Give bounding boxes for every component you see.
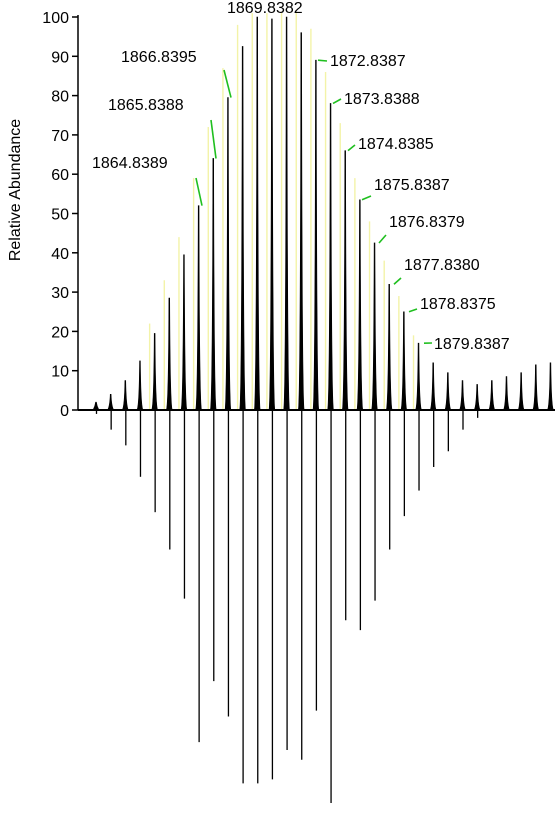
mirror-peaks [95,410,479,803]
peak-label-20: 1877.8380 [404,257,480,274]
observed-peak-5 [165,297,173,411]
peak-label-13: 1869.8382 [227,0,303,17]
y-tick-label-30: 30 [51,285,69,302]
observed-peak-8 [209,158,217,411]
peak-label-leaders [195,59,433,344]
peak-leader-17 [347,144,356,152]
peak-leader-19 [378,234,387,244]
observed-peak-12 [268,18,276,411]
y-tick-label-90: 90 [51,49,69,66]
observed-peak-6 [180,254,188,411]
observed-peak-7 [195,205,203,411]
peak-label-18: 1875.8387 [374,177,450,194]
observed-peak-14 [297,32,305,411]
observed-peak-19 [371,242,379,411]
observed-peak-30 [532,364,540,411]
observed-peak-27 [488,380,496,411]
observed-peak-20 [385,283,393,411]
y-axis-title: Relative Abundance [7,119,24,261]
peak-label-19: 1876.8379 [389,214,465,231]
peak-leader-15 [317,59,328,62]
observed-peak-15 [312,59,320,411]
observed-peak-31 [546,362,554,411]
observed-peak-28 [502,376,510,411]
observed-peak-10 [239,46,247,411]
observed-peak-24 [444,372,452,411]
theoretical-peaks [148,13,415,410]
y-tick-label-0: 0 [60,403,69,420]
observed-peak-23 [429,362,437,411]
observed-peak-17 [341,150,349,411]
y-tick-label-10: 10 [51,364,69,381]
observed-peak-26 [473,384,481,411]
peak-labels: 1864.8389 1865.8388 1866.8395 1869.8382 1872… [92,0,510,353]
peak-label-17: 1874.8385 [358,136,434,153]
y-axis: 0 10 20 30 40 50 60 70 80 90 100 [42,10,555,420]
peak-label-8: 1865.8388 [108,97,184,114]
observed-peaks [92,16,554,411]
observed-peak-2 [121,380,129,411]
peak-label-22: 1879.8387 [434,336,510,353]
peak-leader-8 [210,119,217,159]
y-tick-label-80: 80 [51,89,69,106]
observed-peak-1 [107,393,115,411]
peak-leader-7 [195,177,203,206]
y-tick-label-60: 60 [51,167,69,184]
observed-peak-22 [415,342,423,411]
observed-peak-21 [400,311,408,411]
y-tick-label-40: 40 [51,246,69,263]
y-tick-label-50: 50 [51,207,69,224]
observed-peak-25 [458,380,467,411]
observed-peak-9 [224,97,232,411]
peak-leader-9 [223,69,232,98]
observed-peak-0 [92,401,100,411]
y-tick-label-20: 20 [51,324,69,341]
peak-leader-21 [408,308,418,313]
peak-label-15: 1872.8387 [330,53,406,70]
y-tick-label-70: 70 [51,128,69,145]
peak-leader-16 [332,98,342,105]
peak-leader-20 [393,277,402,285]
peak-label-16: 1873.8388 [344,91,420,108]
observed-peak-29 [517,372,525,411]
peak-label-21: 1878.8375 [420,296,496,313]
peak-label-9: 1866.8395 [121,49,197,66]
peak-leader-18 [361,195,372,201]
observed-peak-11 [253,16,261,411]
observed-peak-3 [136,360,144,411]
observed-peak-13 [283,16,291,411]
peak-label-7: 1864.8389 [92,155,168,172]
y-tick-label-100: 100 [42,10,69,27]
observed-peak-16 [327,103,335,411]
observed-peak-18 [356,199,364,411]
observed-peak-4 [151,333,159,411]
